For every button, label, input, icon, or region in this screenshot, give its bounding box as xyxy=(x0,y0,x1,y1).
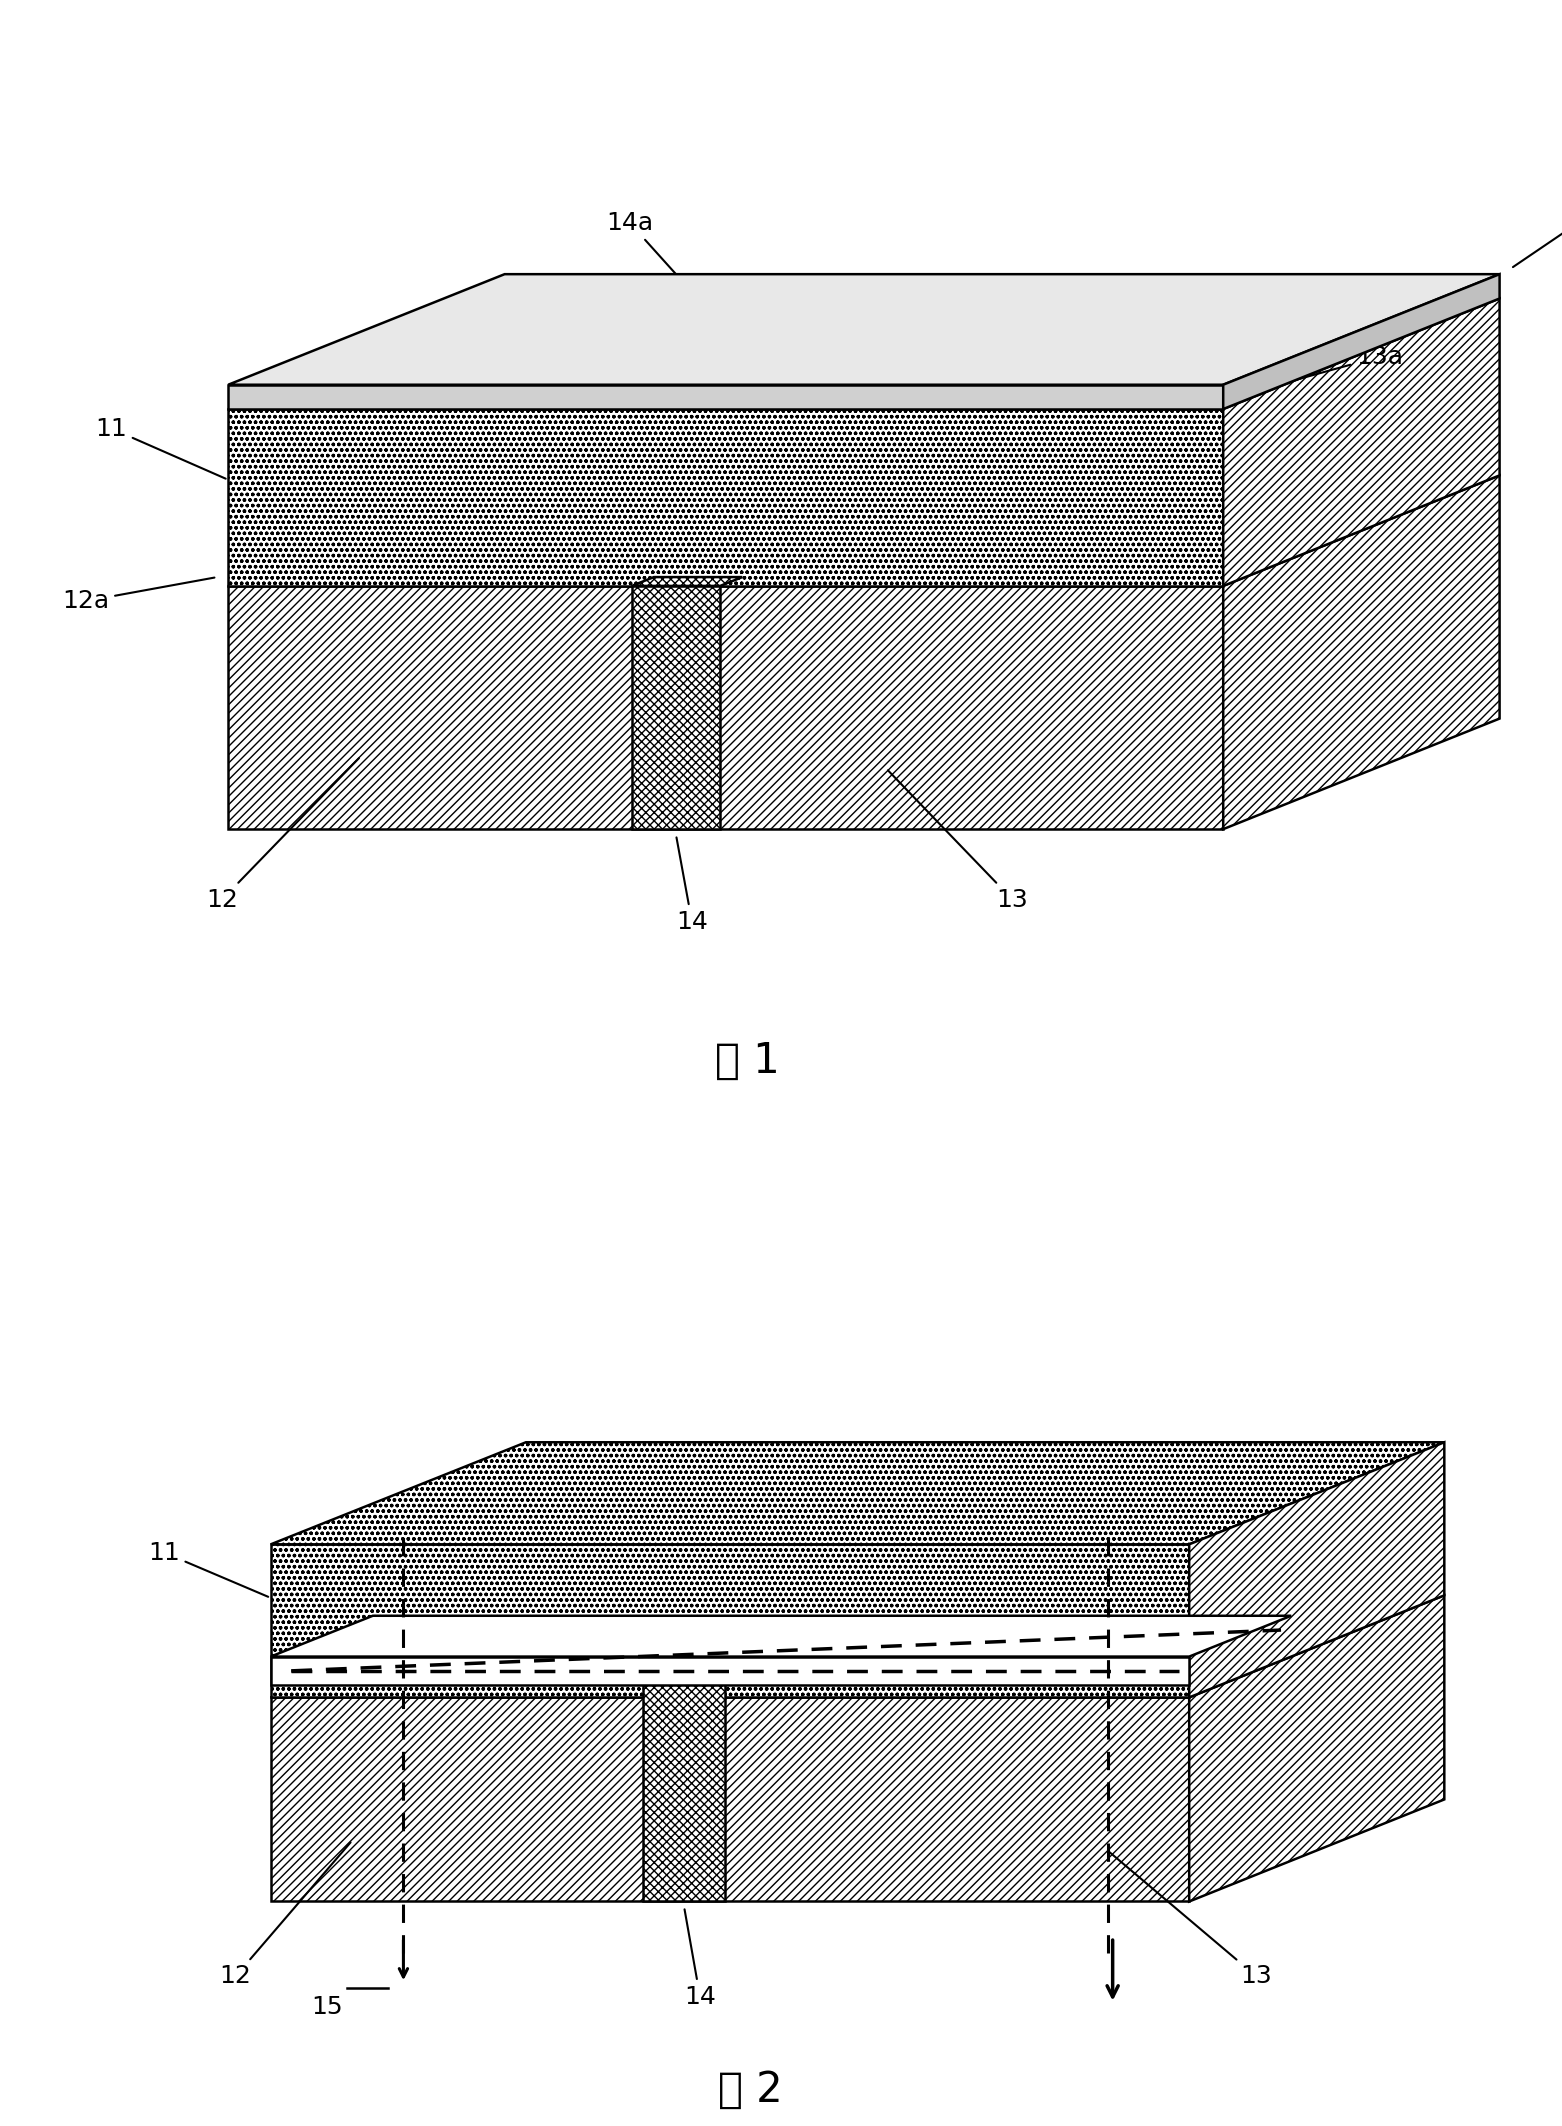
Polygon shape xyxy=(644,1656,725,1901)
Polygon shape xyxy=(270,1594,1445,1697)
Polygon shape xyxy=(270,1543,1189,1697)
Text: 13a: 13a xyxy=(1237,344,1403,395)
Polygon shape xyxy=(270,1656,1189,1686)
Text: 11: 11 xyxy=(95,417,225,478)
Polygon shape xyxy=(631,587,720,829)
Text: 14: 14 xyxy=(684,1909,715,2009)
Polygon shape xyxy=(1223,274,1500,408)
Text: 图 2: 图 2 xyxy=(719,2069,783,2111)
Text: 12a: 12a xyxy=(62,578,214,612)
Polygon shape xyxy=(228,408,1223,587)
Polygon shape xyxy=(1189,1594,1445,1901)
Polygon shape xyxy=(228,385,1223,408)
Text: 14: 14 xyxy=(676,838,708,933)
Text: 15: 15 xyxy=(311,1994,344,2020)
Polygon shape xyxy=(270,1697,1189,1901)
Polygon shape xyxy=(270,1616,1292,1656)
Polygon shape xyxy=(228,298,1500,408)
Text: 14a: 14a xyxy=(606,210,723,327)
Polygon shape xyxy=(228,587,1223,829)
Polygon shape xyxy=(228,476,1500,587)
Text: 11: 11 xyxy=(148,1541,269,1597)
Text: 10: 10 xyxy=(1514,151,1562,268)
Polygon shape xyxy=(631,576,742,587)
Text: 13: 13 xyxy=(1109,1852,1271,1988)
Polygon shape xyxy=(228,274,1500,385)
Text: 13: 13 xyxy=(887,770,1028,912)
Polygon shape xyxy=(1189,1441,1445,1697)
Text: 图 1: 图 1 xyxy=(715,1040,779,1082)
Polygon shape xyxy=(1223,298,1500,587)
Polygon shape xyxy=(270,1441,1445,1543)
Text: 12: 12 xyxy=(206,759,359,912)
Text: 12: 12 xyxy=(220,1843,350,1988)
Polygon shape xyxy=(1223,476,1500,829)
